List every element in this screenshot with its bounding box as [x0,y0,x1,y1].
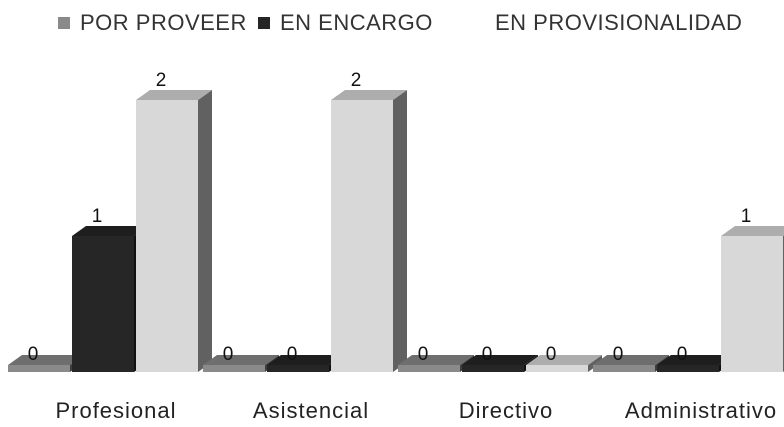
legend-label-en-encargo: EN ENCARGO [280,10,433,35]
data-label-profesional-por-proveer: 0 [28,344,39,365]
data-label-profesional-en-provisionalidad: 2 [156,70,167,91]
legend-swatch-en-encargo [258,17,270,29]
bar-series-group [8,90,784,372]
chart-legend: POR PROVEER EN ENCARGO EN PROVISIONALIDAD [58,10,742,35]
data-label-profesional-en-encargo: 1 [92,206,103,227]
category-label-profesional: Profesional [55,398,176,423]
legend-label-por-proveer: POR PROVEER [80,10,247,35]
data-label-administrativo-por-proveer: 0 [613,344,624,365]
category-label-asistencial: Asistencial [253,398,369,423]
data-label-directivo-en-encargo: 0 [482,344,493,365]
category-label-directivo: Directivo [459,398,554,423]
data-label-administrativo-en-provisionalidad: 1 [741,206,752,227]
data-label-directivo-en-provisionalidad: 0 [546,344,557,365]
bar-administrativo-en-provisionalidad [721,226,784,372]
legend-swatch-en-provisionalidad [473,17,485,29]
bar-profesional-en-provisionalidad [136,90,212,372]
category-axis-labels: Profesional Asistencial Directivo Administr… [55,398,777,423]
data-label-administrativo-en-encargo: 0 [677,344,688,365]
data-label-group: 0 1 2 0 0 2 0 0 0 0 0 1 [28,70,752,365]
legend-swatch-por-proveer [58,17,70,29]
data-label-asistencial-en-provisionalidad: 2 [351,70,362,91]
data-label-asistencial-en-encargo: 0 [287,344,298,365]
bar-asistencial-en-provisionalidad [331,90,407,372]
category-label-administrativo: Administrativo [625,398,777,423]
legend-label-en-provisionalidad: EN PROVISIONALIDAD [495,10,742,35]
data-label-directivo-por-proveer: 0 [418,344,429,365]
data-label-asistencial-por-proveer: 0 [223,344,234,365]
bar-directivo-en-provisionalidad [526,355,602,372]
